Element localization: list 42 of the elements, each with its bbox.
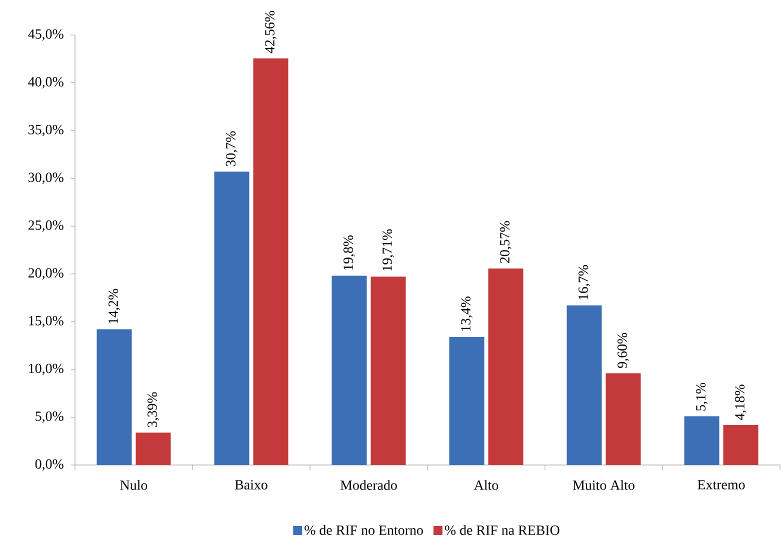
bar [253, 58, 288, 465]
y-tick-label: 45,0% [28, 29, 64, 41]
y-tick-label: 15,0% [29, 316, 64, 328]
bar [332, 276, 367, 465]
y-tick-label: 25,0% [28, 220, 64, 232]
data-label: 19,71% [382, 229, 394, 271]
data-label: 20,57% [500, 221, 512, 263]
y-tick-label: 20,0% [28, 268, 64, 280]
x-tick-label: Moderado [340, 480, 397, 490]
data-label: 16,7% [578, 265, 590, 300]
y-tick-label: 35,0% [28, 124, 64, 136]
bar [723, 425, 758, 465]
bar [488, 268, 524, 465]
bar [370, 276, 406, 465]
data-label: 4,18% [735, 384, 746, 420]
data-label: 14,2% [108, 288, 120, 324]
bar [606, 373, 641, 465]
bar [136, 432, 171, 465]
bar [566, 305, 602, 465]
data-label: 13,4% [461, 296, 472, 331]
y-tick-label: 30,0% [28, 172, 64, 184]
y-tick-label: 0,0% [35, 459, 64, 471]
x-tick-label: Baixo [235, 480, 268, 490]
bar [449, 336, 484, 465]
data-label: 3,39% [148, 392, 159, 428]
legend-label: % de RIF na REBIO [444, 525, 560, 535]
legend-label: % de RIF no Entorno [304, 525, 423, 535]
data-label: 30,7% [226, 131, 238, 166]
y-tick-label: 5,0% [36, 412, 64, 423]
y-tick-label: 10,0% [29, 364, 64, 376]
data-label: 5,1% [696, 382, 708, 411]
x-tick-label: Muito Alto [572, 480, 634, 490]
data-label: 19,8% [344, 235, 355, 270]
x-tick-label: Nulo [120, 480, 148, 490]
bar [214, 172, 250, 465]
bar [684, 416, 720, 465]
data-label: 9,60% [618, 332, 629, 368]
bar [96, 329, 132, 465]
y-tick-label: 40,0% [28, 77, 64, 88]
x-tick-label: Extremo [698, 480, 745, 490]
x-tick-label: Alto [474, 480, 498, 490]
data-label: 42,56% [265, 10, 276, 54]
